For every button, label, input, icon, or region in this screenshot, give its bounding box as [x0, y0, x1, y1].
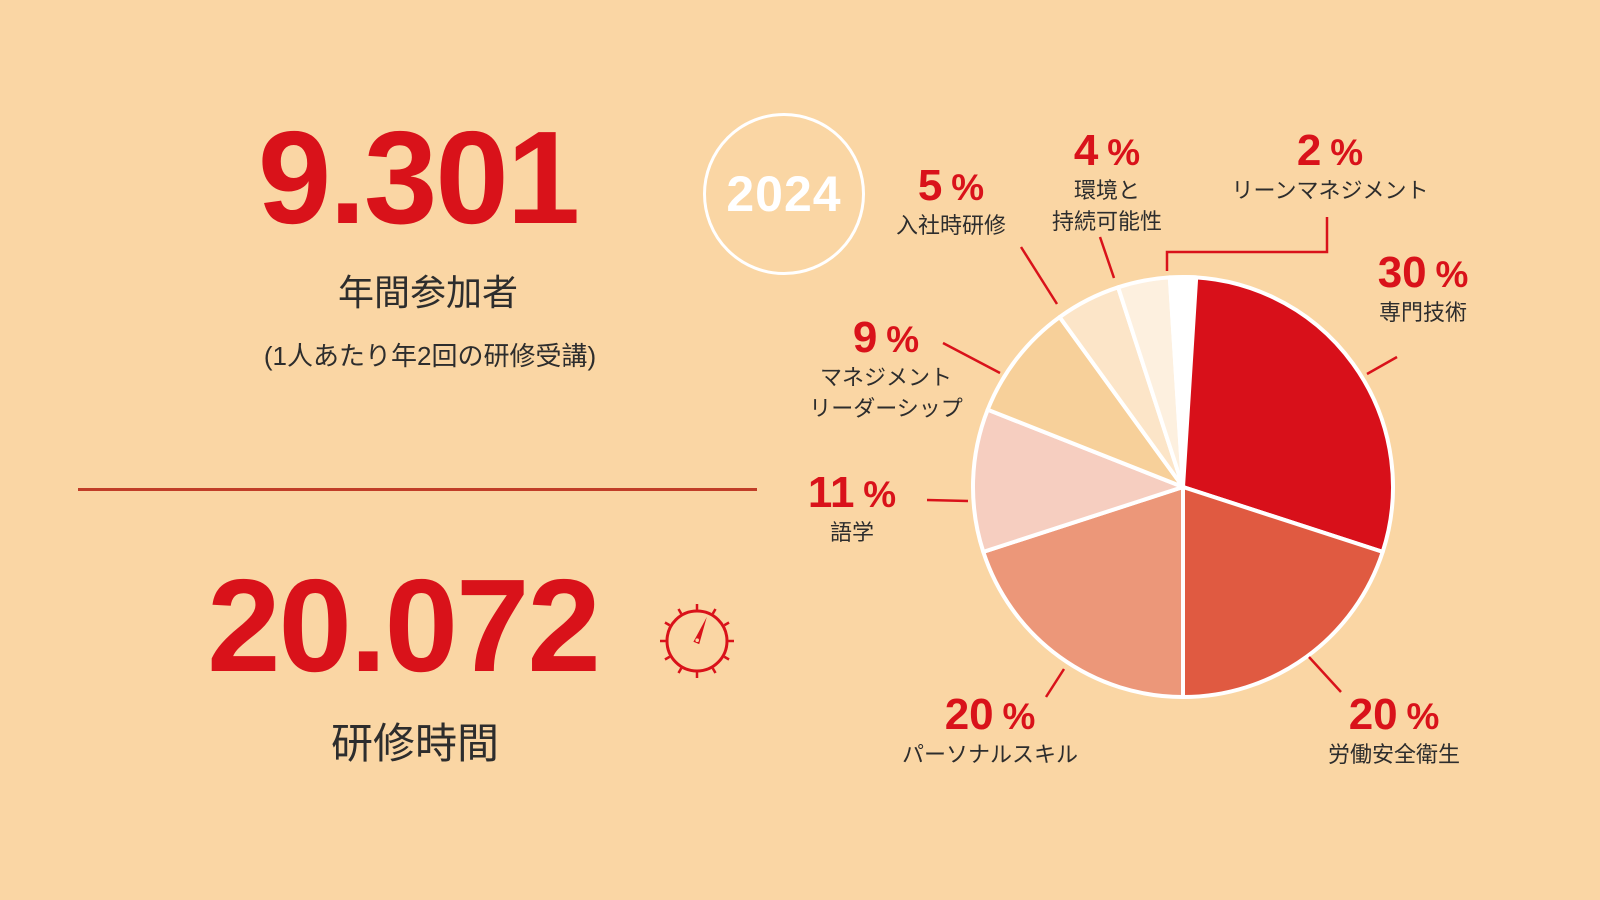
pie-label-pct: 2 %: [1296, 126, 1364, 175]
training-hours-value: 20.072: [207, 552, 601, 699]
pie-label-name: 労働安全衛生: [1327, 741, 1461, 767]
pie-slice-8: [1167, 274, 1199, 489]
pie-label-pct: 5 %: [917, 161, 985, 210]
year-badge-label: 2024: [726, 166, 842, 222]
clock-tick: [664, 621, 671, 627]
pie-label-name: リーダーシップ: [809, 395, 963, 421]
divider-line: [78, 488, 757, 491]
pie-leader-line: [1019, 246, 1059, 305]
pie-leader-line: [942, 341, 1001, 375]
pie-label-name: パーソナルスキル: [901, 741, 1079, 767]
pie-label-7: 4 % 環境と持続可能性: [1052, 128, 1162, 236]
pie-label-5: 9 % マネジメント リーダーシップ: [809, 315, 963, 423]
pie-leader-line: [1098, 236, 1116, 279]
pie-label-pct: 11 %: [807, 468, 897, 517]
pie-label-name: 環境と: [1073, 177, 1141, 203]
pie-label-pct: 20 %: [944, 690, 1036, 739]
pie-leader-line: [1044, 668, 1066, 698]
pie-label-1: 30 % 専門技術: [1378, 250, 1469, 327]
pie-label-name: マネジメント: [819, 364, 952, 390]
pie-label-3: 20 % パーソナルスキル: [902, 692, 1078, 769]
pie-slice-3: [981, 485, 1185, 699]
year-badge: 2024: [703, 113, 865, 275]
pie-slice-5: [985, 315, 1185, 489]
pie-label-pct: 9 %: [852, 313, 920, 362]
clock-icon: [660, 604, 734, 678]
pie-label-8: 2 % リーンマネジメント: [1232, 128, 1429, 205]
pie-slice-2: [1181, 485, 1385, 699]
annual-participants-note: (1人あたり年2回の研修受講): [263, 341, 597, 371]
clock-tick: [723, 655, 730, 661]
pie-label-name: 入社時研修: [895, 212, 1007, 238]
pie-label-pct: 4 %: [1073, 126, 1141, 175]
pie-label-4: 11 % 語学: [808, 470, 896, 547]
pie-leader-line: [1366, 355, 1398, 376]
pie-label-2: 20 % 労働安全衛生: [1328, 692, 1460, 769]
pie-label-pct: 30 %: [1377, 248, 1469, 297]
pie-slice-1: [1181, 275, 1395, 554]
pie-label-name: 専門技術: [1378, 299, 1468, 325]
annual-participants-label: 年間参加者: [337, 272, 519, 313]
pie-label-6: 5 % 入社時研修: [896, 163, 1006, 240]
clock-tick: [711, 608, 717, 615]
pie-leader-line: [1308, 656, 1342, 693]
clock-tick: [677, 667, 683, 674]
pie-label-pct: 20 %: [1348, 690, 1440, 739]
pie-label-name: 持続可能性: [1051, 208, 1163, 234]
pie-leader-line: [926, 498, 969, 503]
pie-label-name: リーンマネジメント: [1231, 177, 1429, 203]
clock-tick: [711, 667, 717, 674]
clock-tick: [723, 621, 730, 627]
training-hours-label: 研修時間: [330, 720, 500, 767]
pie-slice-4: [970, 407, 1185, 554]
clock-tick: [664, 655, 671, 661]
annual-participants-value: 9.301: [257, 104, 580, 251]
clock-tick: [677, 608, 683, 615]
pie-label-name: 語学: [829, 519, 874, 545]
pie-leader-line: [1165, 217, 1329, 271]
